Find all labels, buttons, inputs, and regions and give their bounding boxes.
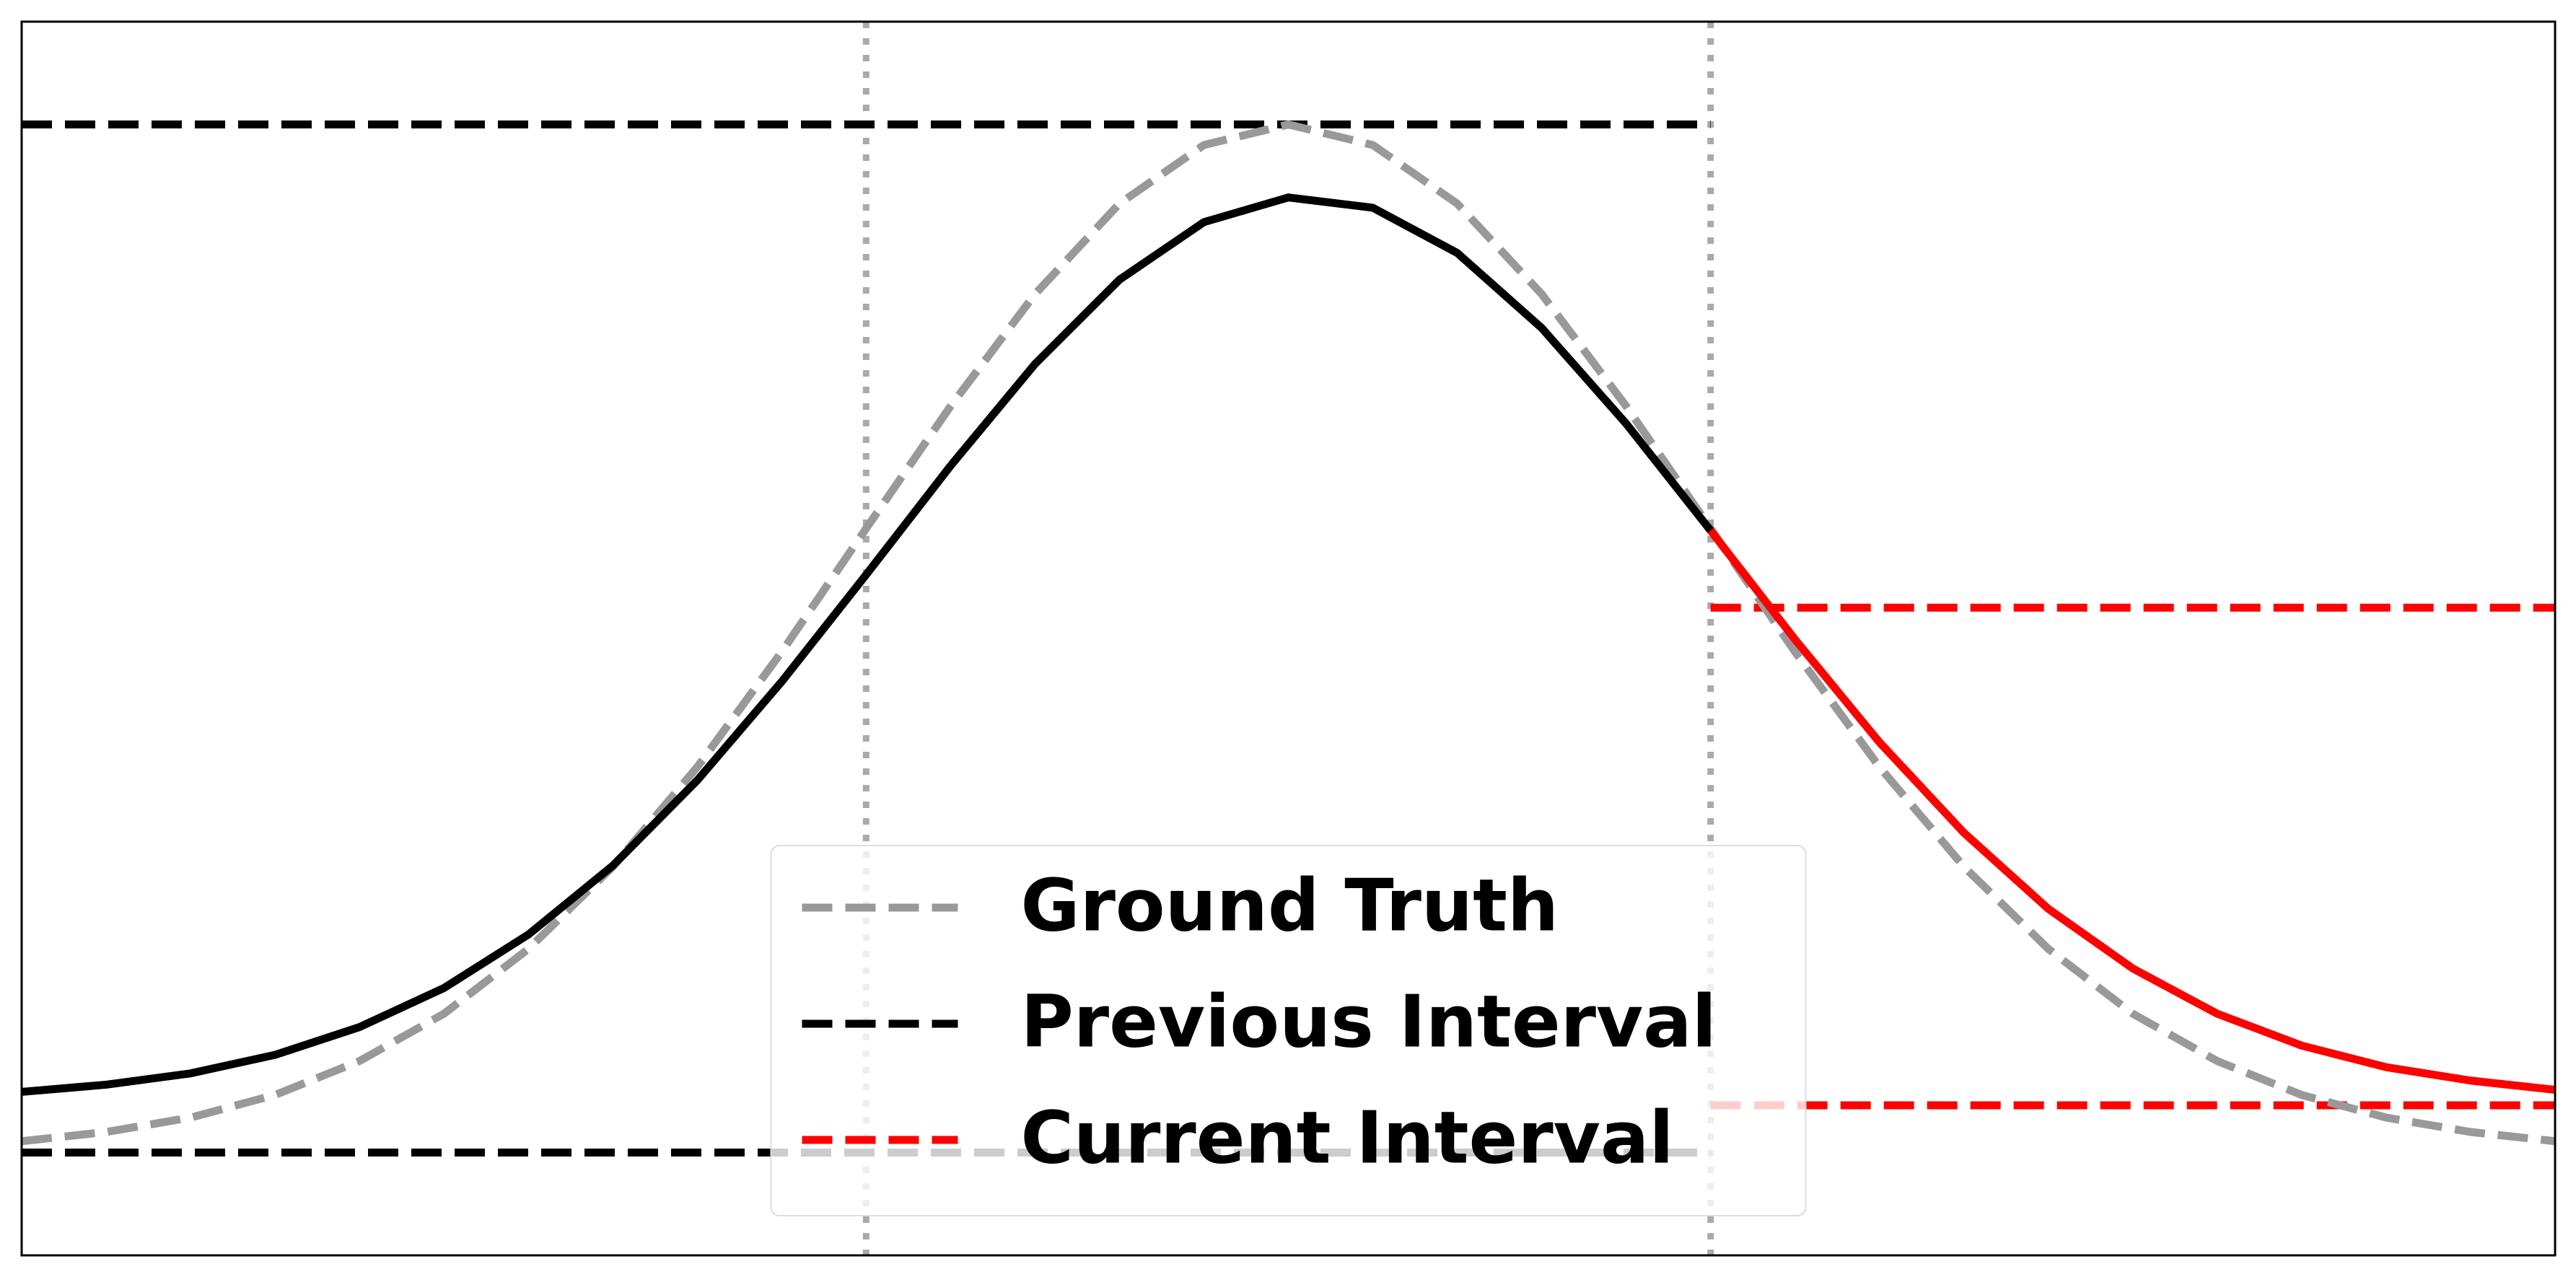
legend-label: Ground Truth [1021, 863, 1559, 947]
legend-label: Previous Interval [1021, 979, 1717, 1063]
series-line [1707, 528, 2555, 1094]
series-line [22, 193, 1714, 1096]
legend-box [770, 845, 1807, 1216]
plot-frame [20, 20, 2557, 1257]
legend-label: Current Interval [1021, 1095, 1674, 1180]
series-line [22, 120, 2555, 1146]
